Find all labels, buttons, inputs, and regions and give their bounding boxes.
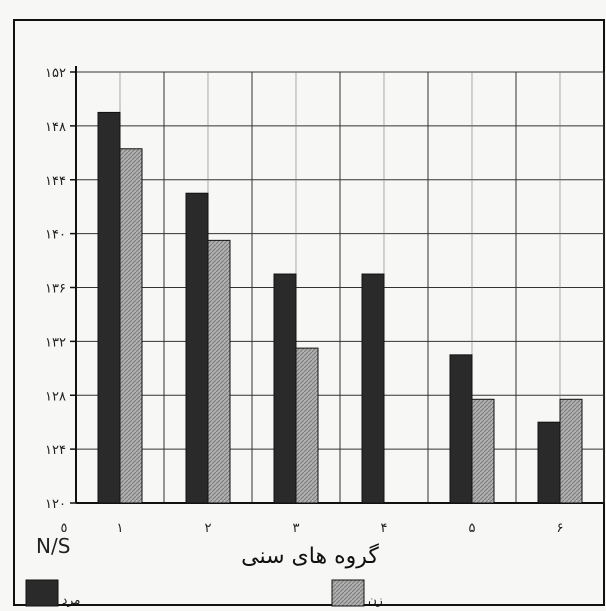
x-tick-label: ۳ [293, 521, 300, 536]
legend-label-women: زن [368, 593, 383, 608]
axes [70, 66, 604, 504]
legend-swatch-women [331, 579, 365, 607]
bar-men-5 [449, 354, 473, 504]
corner-label: N/S [36, 534, 70, 558]
y-tick-label: ۱۴۰ [45, 228, 66, 243]
grid-lines [75, 71, 605, 504]
x-tick-labels: ۱ ۲ ۳ ۴ ۵ ۶ [117, 521, 564, 536]
bar-women-3 [295, 347, 319, 504]
y-tick-label: ۱۲۰ [45, 497, 66, 512]
origin-label: ٥ [61, 521, 68, 536]
x-axis-label: گروه های سنی [241, 543, 379, 569]
x-tick-label: ۶ [557, 521, 564, 536]
bar-women-5 [471, 398, 495, 504]
y-tick-label: ۱۳۲ [45, 335, 66, 350]
y-tick-label: ۱۲۴ [45, 443, 66, 458]
bar-men-1 [97, 111, 121, 504]
bar-men-3 [273, 273, 297, 504]
y-tick-label: ۱۵۲ [45, 66, 66, 81]
x-tick-label: ۲ [205, 521, 212, 536]
bar-women-1 [119, 148, 143, 504]
y-tick-label: ۱۴۴ [45, 174, 66, 189]
legend: مرد زن [25, 579, 383, 608]
bar-men-2 [185, 192, 209, 504]
x-tick-label: ۵ [469, 521, 476, 536]
legend-swatch-men [25, 579, 59, 607]
x-tick-label: ۴ [381, 521, 388, 536]
y-tick-label: ۱۲۸ [45, 389, 66, 404]
bar-women-2 [207, 239, 231, 504]
y-tick-labels: ۱۲۰ ۱۲۴ ۱۲۸ ۱۳۲ ۱۳۶ ۱۴۰ ۱۴۴ ۱۴۸ ۱۵۲ [45, 66, 66, 512]
bars [97, 111, 583, 504]
bar-men-6 [537, 421, 561, 504]
x-tick-label: ۱ [117, 521, 124, 536]
y-tick-label: ۱۴۸ [45, 120, 66, 135]
bar-women-6 [559, 398, 583, 504]
bar-men-4 [361, 273, 385, 504]
legend-label-men: مرد [62, 593, 80, 608]
y-tick-label: ۱۳۶ [45, 282, 66, 297]
